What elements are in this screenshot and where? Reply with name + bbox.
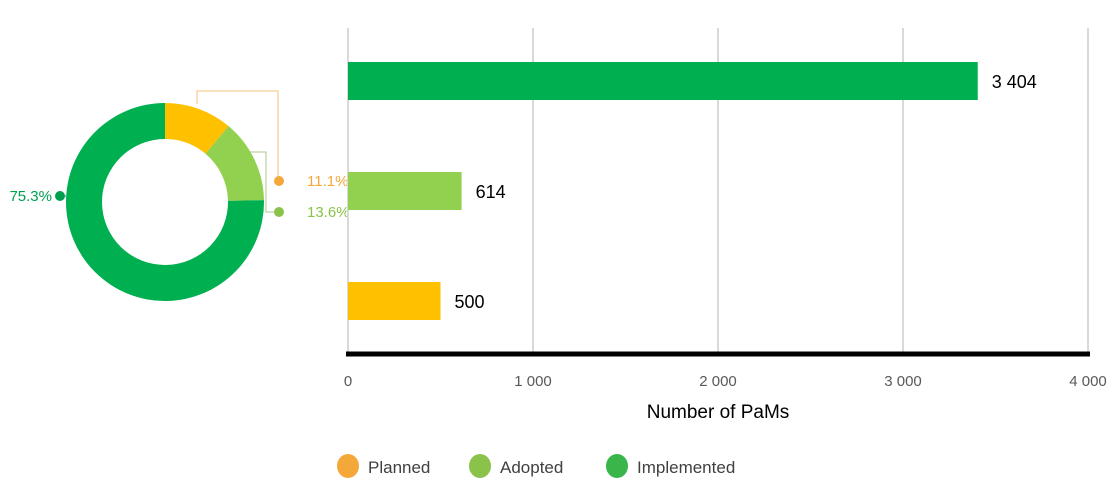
label-dot-planned bbox=[274, 176, 284, 186]
bar-adopted bbox=[348, 172, 462, 210]
bar-data-label: 500 bbox=[455, 292, 485, 312]
bar-planned bbox=[348, 282, 441, 320]
x-tick-label: 3 000 bbox=[884, 373, 922, 390]
donut-chart: 11.1% 13.6% 75.3% bbox=[9, 90, 350, 301]
x-tick-label: 0 bbox=[344, 373, 352, 390]
leader-line-adopted bbox=[250, 151, 279, 213]
x-tick-label: 2 000 bbox=[699, 373, 737, 390]
legend-marker-adopted bbox=[469, 454, 491, 478]
legend-label-planned: Planned bbox=[368, 458, 430, 477]
bar-implemented bbox=[348, 62, 978, 100]
legend-marker-planned bbox=[337, 454, 359, 478]
bar-data-label: 3 404 bbox=[992, 72, 1037, 92]
x-tick-label: 1 000 bbox=[514, 373, 552, 390]
pct-label-planned: 11.1% bbox=[307, 173, 348, 190]
label-dot-adopted bbox=[274, 207, 284, 217]
leader-line-planned bbox=[196, 90, 279, 181]
donut-slice-adopted bbox=[205, 126, 264, 201]
legend: Planned Adopted Implemented bbox=[337, 454, 735, 478]
x-axis-title: Number of PaMs bbox=[647, 402, 790, 423]
label-dot-implemented bbox=[55, 191, 65, 201]
x-tick-label: 4 000 bbox=[1069, 373, 1107, 390]
legend-label-implemented: Implemented bbox=[637, 458, 735, 477]
legend-marker-implemented bbox=[606, 454, 628, 478]
pct-label-adopted: 13.6% bbox=[307, 204, 350, 221]
donut-slice-implemented bbox=[66, 103, 265, 301]
donut-slice-planned bbox=[165, 103, 229, 154]
pct-label-implemented: 75.3% bbox=[9, 188, 52, 205]
bar-chart: 0 1 000 2 000 3 000 4 000 3 404 614 500 bbox=[344, 28, 1107, 390]
legend-label-adopted: Adopted bbox=[500, 458, 563, 477]
bar-data-label: 614 bbox=[476, 182, 506, 202]
